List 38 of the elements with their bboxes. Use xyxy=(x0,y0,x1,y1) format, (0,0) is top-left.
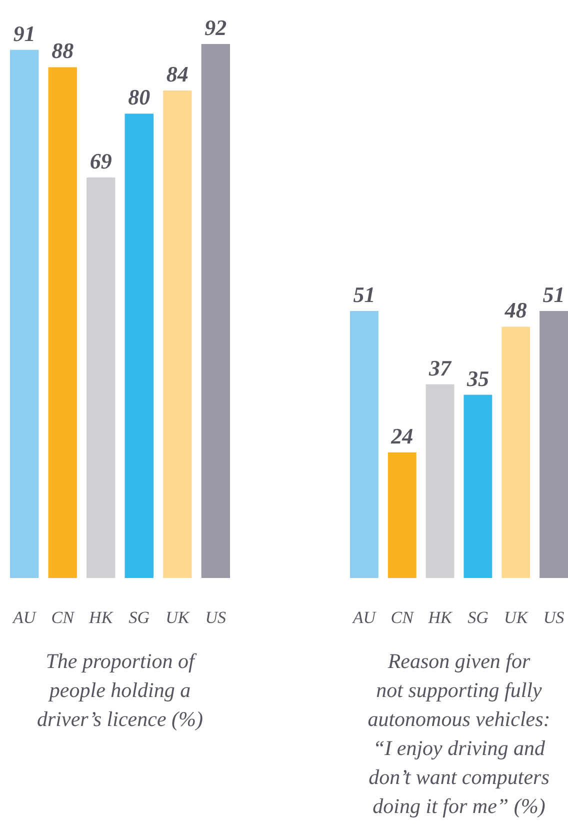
bar xyxy=(502,326,530,578)
bar xyxy=(350,311,378,578)
bar xyxy=(464,394,492,578)
bar xyxy=(48,67,77,578)
data-label: 51 xyxy=(542,282,565,307)
bar xyxy=(426,384,454,578)
x-axis-title: Reason given for not supporting fully autonomous vehicles: “I enjoy driving and don’t want computers doing it for me” (%) xyxy=(368,649,550,818)
x-tick-label: AU xyxy=(12,608,38,627)
bar xyxy=(124,114,154,578)
bar xyxy=(10,50,39,578)
data-label: 84 xyxy=(166,61,188,86)
x-tick-label: AU xyxy=(352,608,378,627)
x-tick-label: US xyxy=(543,608,565,627)
bar xyxy=(163,90,192,578)
data-label: 88 xyxy=(52,38,74,64)
x-tick-label: US xyxy=(205,608,227,627)
x-axis-title: The proportion of people holding a driver’s licence (%) xyxy=(37,649,203,731)
x-tick-label: HK xyxy=(88,608,114,627)
data-label: 35 xyxy=(466,366,489,391)
x-tick-label: SG xyxy=(468,608,488,627)
data-label: 24 xyxy=(390,423,414,448)
data-label: 80 xyxy=(128,84,150,110)
bar xyxy=(201,44,230,578)
data-label: 91 xyxy=(13,20,36,46)
bar xyxy=(86,178,116,578)
x-tick-label: CN xyxy=(51,608,76,627)
bar xyxy=(540,311,568,578)
x-tick-label: HK xyxy=(427,608,454,627)
data-label: 51 xyxy=(353,282,376,307)
x-tick-label: SG xyxy=(128,608,150,627)
x-tick-label: UK xyxy=(504,608,530,627)
data-label: 48 xyxy=(504,298,527,323)
data-label: 69 xyxy=(90,148,112,174)
data-label: 92 xyxy=(204,15,227,40)
x-tick-label: UK xyxy=(166,608,191,627)
x-tick-label: CN xyxy=(390,608,416,627)
bar xyxy=(388,452,416,578)
data-label: 37 xyxy=(428,355,452,380)
